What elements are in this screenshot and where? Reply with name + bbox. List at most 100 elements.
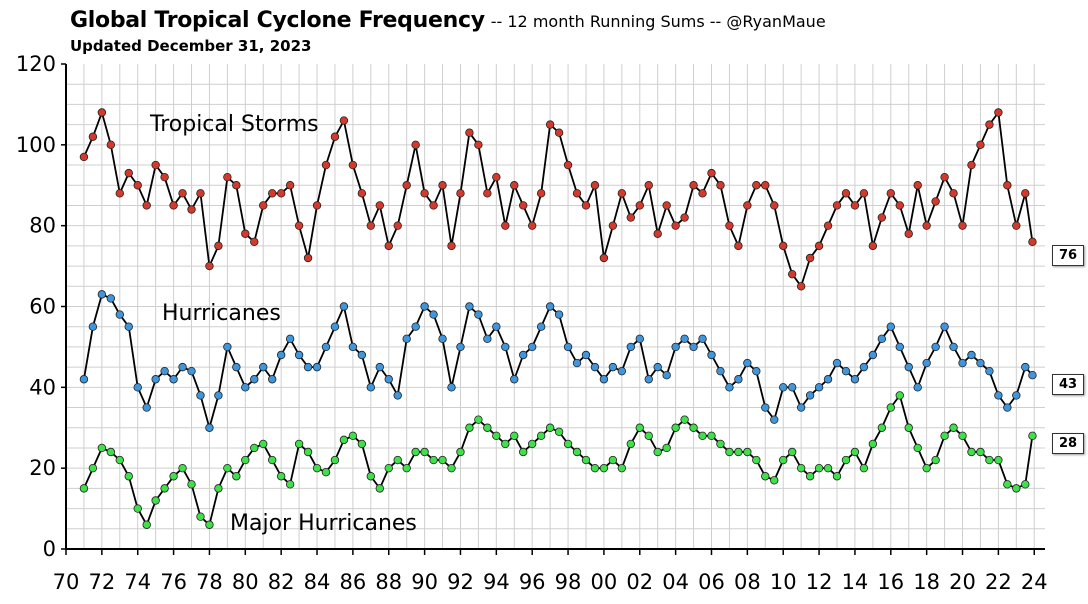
data-point [572,189,582,198]
data-point [492,172,501,182]
data-point [626,439,636,449]
data-point [796,403,806,412]
data-point [814,463,824,473]
data-point [519,447,528,457]
data-point [115,455,124,465]
data-point [312,463,322,473]
data-point [850,201,860,210]
data-point [743,201,752,210]
data-point [877,423,887,432]
data-point [949,423,958,432]
y-tick-label: 80 [29,214,56,238]
data-point [841,366,851,376]
data-point [617,366,627,376]
data-point [438,455,447,465]
data-point [88,132,98,141]
data-point [707,431,716,441]
data-point [725,383,734,392]
data-point [976,358,985,368]
data-point [124,322,133,331]
x-tick-label: 04 [662,570,689,594]
data-point [375,201,384,210]
data-point [967,350,976,360]
chart-subtitle: -- 12 month Running Sums -- @RyanMaue [490,12,826,31]
data-point [447,241,456,251]
x-tick-label: 72 [88,570,115,594]
data-point [967,160,976,170]
chart-title-line: Global Tropical Cyclone Frequency -- 12 m… [70,8,826,33]
data-point [142,201,151,210]
x-tick-label: 74 [124,570,151,594]
data-point [536,431,546,441]
data-point [223,172,232,182]
data-point [1012,484,1021,493]
data-point [330,322,340,331]
data-point [456,447,465,457]
data-point [779,383,788,392]
x-tick-label: 08 [734,570,761,594]
data-point [375,362,384,372]
data-point [492,431,501,441]
data-point [133,383,142,392]
data-point [294,439,304,449]
data-point [626,342,636,352]
x-tick-label: 92 [447,570,474,594]
data-point [142,520,151,529]
updated-date: Updated December 31, 2023 [70,37,312,55]
data-point [223,342,232,352]
data-point [545,423,555,432]
data-point [438,334,447,344]
data-point [241,229,250,238]
data-point [886,322,895,331]
data-point [160,484,169,493]
data-point [510,181,519,190]
data-point [671,221,680,230]
data-point [303,362,313,372]
data-point [850,447,860,457]
data-point [527,439,537,449]
data-point [886,403,895,412]
data-point [761,403,770,412]
data-point [312,362,322,372]
data-point [357,439,367,449]
data-point [940,431,949,441]
data-point [985,455,994,465]
data-point [689,423,698,432]
data-point [294,350,304,360]
data-point [805,253,815,263]
data-point [465,128,474,137]
data-point [931,455,940,465]
data-point [967,447,976,457]
data-point [285,181,295,190]
data-point [608,362,618,372]
data-point [330,132,340,141]
data-point [599,463,609,473]
data-point [922,221,931,230]
data-point [734,375,743,384]
data-point [178,362,187,372]
data-point [689,181,698,190]
data-point [465,423,474,432]
data-point [267,189,277,198]
data-point [285,480,295,489]
data-point [241,383,250,392]
data-point [133,504,142,513]
data-point [411,140,420,150]
series-tropical-storms [79,108,1037,291]
data-point [411,322,420,331]
data-point [1003,181,1012,190]
data-point [814,241,824,251]
data-point [1028,237,1037,247]
data-point [483,334,492,344]
data-point [501,342,510,352]
data-point [160,366,169,376]
x-tick-label: 14 [842,570,869,594]
data-point [232,472,241,481]
data-point [1003,480,1012,489]
data-point [474,310,483,319]
x-tick-label: 00 [591,570,618,594]
data-point [456,342,465,352]
last-value-major-hurricanes: 28 [1052,433,1085,454]
data-point [832,472,842,481]
x-tick-label: 78 [196,570,223,594]
